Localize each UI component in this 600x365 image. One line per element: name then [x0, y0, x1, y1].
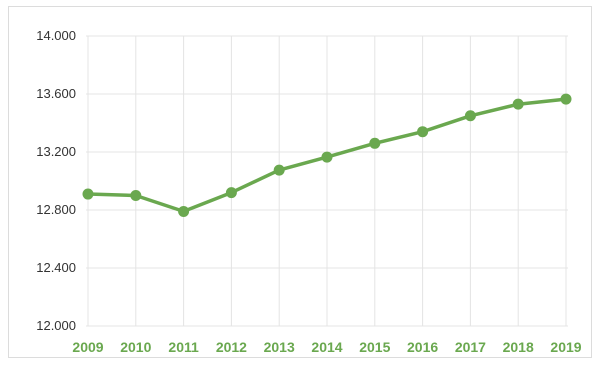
- x-tick-label: 2012: [216, 339, 247, 355]
- y-tick-label: 13.600: [36, 86, 76, 101]
- y-tick-label: 13.200: [36, 144, 76, 159]
- data-point: [225, 187, 237, 199]
- series-points: [82, 93, 572, 217]
- x-tick-label: 2011: [168, 339, 199, 355]
- x-tick-label: 2014: [311, 339, 342, 355]
- x-tick-label: 2016: [407, 339, 438, 355]
- x-tick-label: 2019: [550, 339, 581, 355]
- x-tick-label: 2013: [264, 339, 295, 355]
- data-point: [273, 164, 285, 176]
- x-tick-label: 2018: [503, 339, 534, 355]
- data-point: [369, 137, 381, 149]
- y-tick-label: 14.000: [36, 28, 76, 43]
- x-tick-label: 2009: [72, 339, 103, 355]
- data-point: [464, 110, 476, 122]
- data-point: [178, 205, 190, 217]
- data-point: [82, 188, 94, 200]
- chart-frame: [8, 6, 592, 358]
- grid-lines: [86, 35, 568, 327]
- x-tick-label: 2015: [359, 339, 390, 355]
- data-point: [321, 151, 333, 163]
- y-tick-label: 12.000: [36, 318, 76, 333]
- data-point: [512, 98, 524, 110]
- x-tick-label: 2017: [455, 339, 486, 355]
- y-tick-label: 12.800: [36, 202, 76, 217]
- x-axis-ticks: 2009 2010 2011 2012 2013 2014 2015 2016 2017 2018…: [72, 339, 581, 355]
- y-tick-label: 12.400: [36, 260, 76, 275]
- data-point: [560, 93, 572, 105]
- y-axis-ticks: 12.000 12.400 12.800 13.200 13.600 14.000: [36, 28, 76, 333]
- data-point: [130, 190, 142, 201]
- data-point: [417, 126, 429, 138]
- x-tick-label: 2010: [120, 339, 151, 355]
